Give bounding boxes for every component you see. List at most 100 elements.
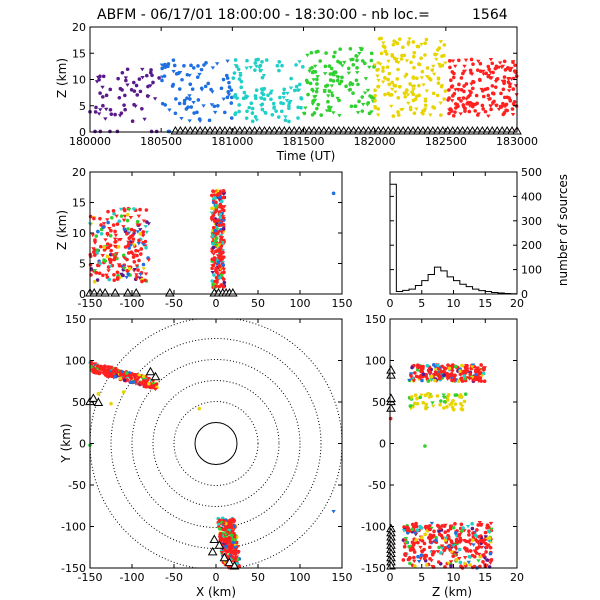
- source-point: [141, 243, 146, 247]
- source-point: [450, 369, 455, 374]
- source-point: [491, 70, 495, 75]
- source-point: [460, 407, 465, 412]
- source-point: [94, 80, 100, 84]
- z-y-xlabel: Z (km): [432, 585, 472, 599]
- source-point: [497, 61, 503, 65]
- source-point: [460, 370, 466, 374]
- source-point: [222, 280, 227, 285]
- source-point: [428, 527, 433, 532]
- source-point: [108, 260, 113, 265]
- source-point: [272, 105, 277, 110]
- source-point: [283, 115, 288, 119]
- source-point: [90, 233, 96, 238]
- source-point: [500, 79, 505, 84]
- source-point: [122, 372, 126, 377]
- source-point: [245, 58, 249, 63]
- source-point: [190, 87, 195, 91]
- z-y-y-tick-label: 150: [365, 313, 386, 326]
- source-point: [217, 264, 222, 269]
- source-point: [426, 379, 431, 383]
- source-point: [450, 378, 454, 383]
- source-point: [250, 111, 255, 115]
- source-point: [122, 256, 127, 260]
- source-point: [144, 230, 149, 235]
- source-point: [296, 88, 302, 93]
- source-point: [232, 524, 237, 529]
- source-point: [138, 272, 143, 277]
- x-z-y-tick-label: 5: [79, 258, 86, 271]
- source-point: [409, 60, 413, 65]
- time-height-y-tick-label: 5: [79, 100, 86, 113]
- source-point: [499, 91, 503, 96]
- source-point: [217, 197, 222, 202]
- source-point: [449, 550, 455, 555]
- source-point: [449, 373, 453, 378]
- source-point: [143, 239, 148, 244]
- source-point: [508, 99, 513, 103]
- source-point: [340, 64, 345, 68]
- source-point: [411, 379, 417, 383]
- source-point: [402, 91, 407, 95]
- source-point: [136, 214, 142, 219]
- source-point: [357, 51, 362, 56]
- source-point: [412, 111, 417, 116]
- source-point: [479, 523, 483, 527]
- source-point: [103, 117, 108, 121]
- source-point: [459, 522, 464, 527]
- source-point: [210, 234, 215, 239]
- source-point: [202, 63, 206, 67]
- source-point: [471, 538, 475, 542]
- source-point: [98, 370, 102, 375]
- source-point: [388, 416, 393, 421]
- source-point: [363, 77, 369, 81]
- source-point: [432, 529, 436, 534]
- source-point: [459, 99, 463, 103]
- source-point: [137, 373, 142, 378]
- source-point: [412, 50, 417, 55]
- plan-view-y-tick-label: -100: [61, 521, 86, 534]
- source-point: [490, 61, 495, 66]
- source-point: [404, 88, 409, 92]
- source-point: [355, 111, 361, 115]
- source-point: [167, 108, 172, 112]
- source-point: [294, 84, 299, 89]
- source-point: [481, 72, 486, 76]
- source-point: [464, 364, 469, 368]
- source-point: [423, 103, 428, 108]
- source-point: [476, 112, 481, 116]
- source-point: [217, 276, 222, 280]
- source-count: 1564: [472, 7, 508, 23]
- source-point: [214, 236, 219, 240]
- source-point: [232, 71, 237, 75]
- source-point: [150, 73, 154, 78]
- station-marker: [386, 393, 396, 402]
- source-point: [329, 66, 334, 71]
- source-point: [381, 44, 386, 48]
- source-point: [93, 362, 98, 366]
- source-point: [344, 84, 348, 89]
- station-marker: [88, 393, 99, 402]
- source-point: [342, 60, 347, 65]
- station-marker: [164, 287, 175, 297]
- source-point: [257, 66, 262, 70]
- time-height-x-tick-label: 181500: [283, 135, 325, 148]
- source-point: [211, 189, 215, 193]
- source-point: [478, 564, 482, 569]
- source-point: [219, 283, 224, 287]
- source-point: [96, 112, 102, 116]
- source-point: [347, 89, 352, 93]
- source-point: [448, 65, 452, 70]
- source-point: [117, 114, 123, 118]
- source-point: [315, 75, 320, 79]
- altitude-histogram-x-tick-label: 20: [510, 297, 524, 310]
- source-point: [245, 109, 249, 114]
- source-point: [413, 393, 418, 397]
- source-point: [143, 382, 148, 386]
- source-point: [437, 529, 441, 534]
- source-point: [258, 96, 263, 101]
- source-point: [473, 533, 478, 538]
- source-point: [283, 118, 288, 123]
- source-point: [292, 88, 297, 93]
- source-point: [422, 556, 427, 561]
- source-point: [253, 114, 258, 119]
